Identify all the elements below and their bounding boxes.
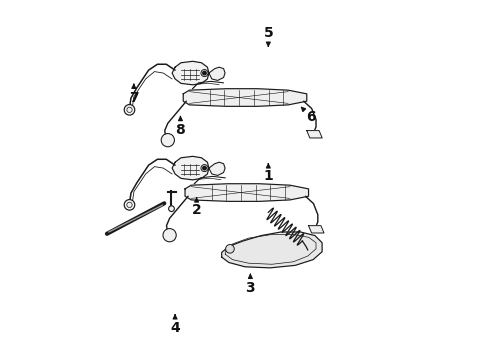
Circle shape xyxy=(203,71,206,75)
Polygon shape xyxy=(209,162,225,175)
Circle shape xyxy=(203,166,206,170)
Text: 3: 3 xyxy=(245,274,255,294)
Text: 7: 7 xyxy=(129,84,139,104)
Polygon shape xyxy=(172,61,209,85)
Text: 8: 8 xyxy=(175,117,185,137)
Polygon shape xyxy=(309,226,324,233)
Text: 2: 2 xyxy=(192,198,201,217)
Circle shape xyxy=(163,229,176,242)
Polygon shape xyxy=(307,131,322,138)
Circle shape xyxy=(169,206,174,212)
Text: 6: 6 xyxy=(301,107,316,124)
Polygon shape xyxy=(183,89,307,106)
Circle shape xyxy=(124,104,135,115)
Text: 5: 5 xyxy=(264,26,273,46)
Polygon shape xyxy=(185,184,309,201)
Circle shape xyxy=(201,69,208,77)
Circle shape xyxy=(161,134,174,147)
Circle shape xyxy=(124,199,135,210)
Polygon shape xyxy=(172,156,209,180)
Circle shape xyxy=(201,165,208,172)
Polygon shape xyxy=(209,67,225,80)
Text: 1: 1 xyxy=(264,164,273,183)
Polygon shape xyxy=(221,232,322,268)
Circle shape xyxy=(225,244,234,253)
Text: 4: 4 xyxy=(170,315,180,335)
